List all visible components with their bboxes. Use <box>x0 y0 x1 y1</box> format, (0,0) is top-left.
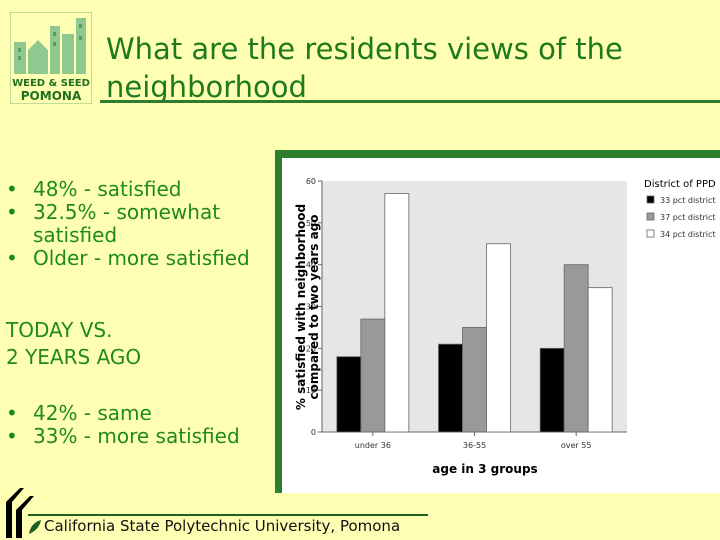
title-divider <box>100 100 720 103</box>
x-tick-label: under 36 <box>355 441 391 450</box>
bar-3-3 <box>587 287 613 433</box>
y-tick-label: 0 <box>311 428 316 437</box>
legend-label: 37 pct district <box>660 213 716 222</box>
bar-chart: 0 10 20 30 40 50 60 under 36 36-55 over 55 % sat… <box>282 158 720 493</box>
chart-frame: 0 10 20 30 40 50 60 under 36 36-55 over 55 % sat… <box>275 150 720 493</box>
legend-swatch <box>646 195 655 204</box>
bar-2-3 <box>563 264 589 433</box>
slide-title: What are the residents views of the neig… <box>106 32 623 104</box>
comparison-heading: TODAY VS. 2 YEARS AGO <box>6 317 141 371</box>
chart-legend: District of PPD 33 pct district 37 pct di… <box>644 179 716 239</box>
svg-text:POMONA: POMONA <box>21 89 82 103</box>
bullet-list-bottom: 42% - same 33% - more satisfied <box>6 402 268 449</box>
bullet-list-top: 48% - satisfied 32.5% - somewhat satisfi… <box>6 178 268 271</box>
comparison-heading-line: 2 YEARS AGO <box>6 345 142 369</box>
y-axis-label-line-1: % satisfied with neighborhood <box>294 204 308 410</box>
y-tick-label: 20 <box>306 344 316 353</box>
legend-label: 33 pct district <box>660 196 716 205</box>
bar-1-2 <box>438 343 463 433</box>
footer-divider <box>28 514 428 516</box>
x-axis-label: age in 3 groups <box>432 462 537 476</box>
university-mark-icon <box>6 488 34 538</box>
bullet-item: 32.5% - somewhat satisfied <box>6 201 268 247</box>
bar-1-1 <box>336 356 362 433</box>
svg-text:WEED & SEED: WEED & SEED <box>12 78 90 89</box>
y-tick-label: 30 <box>306 303 316 312</box>
legend-swatch <box>646 229 655 238</box>
legend-title: District of PPD <box>644 179 716 190</box>
bar-1-3 <box>539 347 565 433</box>
y-axis-label-line-2: compared to two years ago <box>307 214 321 399</box>
x-tick-label: over 55 <box>561 441 592 450</box>
bar-3-2 <box>486 243 511 433</box>
bar-2-1 <box>360 318 386 433</box>
y-tick-label: 40 <box>306 261 316 270</box>
comparison-heading-line: TODAY VS. <box>6 318 113 342</box>
bullet-item: Older - more satisfied <box>6 247 268 271</box>
legend-swatch <box>646 212 655 221</box>
legend-label: 34 pct district <box>660 230 716 239</box>
leaf-icon <box>29 520 41 534</box>
x-tick-label: 36-55 <box>463 441 486 450</box>
y-tick-label: 50 <box>306 219 316 228</box>
footer-institution: California State Polytechnic University,… <box>44 517 401 535</box>
bar-2-2 <box>462 327 487 433</box>
weed-and-seed-logo: WEED & SEED POMONA <box>10 12 92 104</box>
bullet-item: 42% - same <box>6 402 268 426</box>
y-tick-label: 60 <box>306 177 316 186</box>
y-tick-label: 10 <box>306 386 316 395</box>
bullet-item: 48% - satisfied <box>6 178 268 202</box>
bar-3-1 <box>384 193 410 433</box>
bullet-item: 33% - more satisfied <box>6 425 268 449</box>
